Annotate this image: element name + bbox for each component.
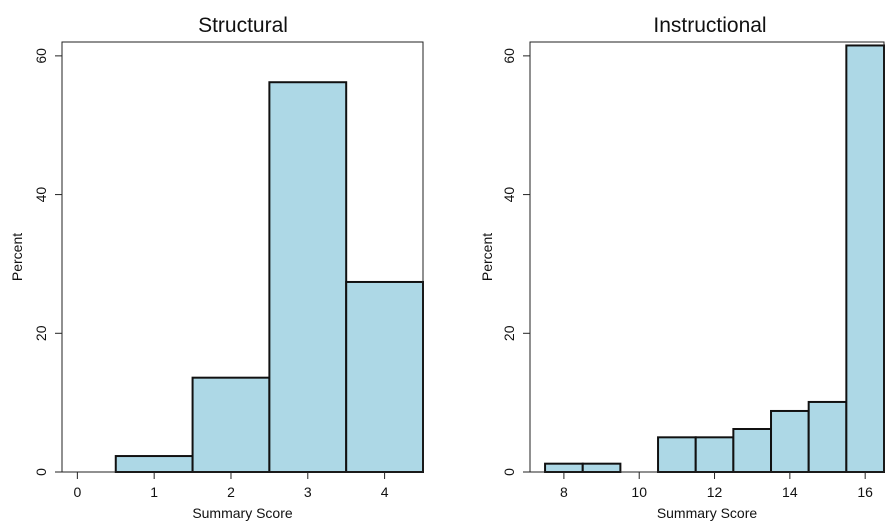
chart-title-1: Instructional — [653, 14, 766, 37]
x-tick-label-0-2: 2 — [227, 484, 235, 500]
bar-1-4 — [732, 428, 773, 473]
y-axis-title-0: Percent — [9, 233, 25, 281]
bar-0-0 — [114, 455, 194, 474]
y-tick-label-0-3: 60 — [33, 48, 49, 64]
bar-0-1 — [191, 376, 271, 474]
panel-1: 8 10 12 14 16 0 20 40 60 Instructional Summary Sco… — [479, 14, 886, 521]
x-tick-label-1-3: 14 — [782, 484, 798, 500]
x-tick-label-0-3: 3 — [304, 484, 312, 500]
x-tick-label-1-2: 12 — [707, 484, 723, 500]
x-axis-title-1: Summary Score — [657, 505, 758, 521]
bar-1-1 — [581, 462, 622, 474]
bar-1-3 — [694, 436, 735, 473]
y-tick-label-1-3: 60 — [501, 48, 517, 64]
chart-title-0: Structural — [198, 14, 288, 37]
x-tick-label-1-4: 16 — [857, 484, 873, 500]
bar-0-3 — [345, 280, 425, 473]
x-tick-label-1-1: 10 — [631, 484, 647, 500]
plot-frame-0 — [61, 41, 424, 473]
y-tick-label-1-2: 40 — [501, 187, 517, 203]
y-tick-label-0-0: 0 — [33, 468, 49, 476]
plot-frame-1 — [529, 41, 885, 473]
bar-1-7 — [845, 44, 886, 473]
bar-1-0 — [544, 462, 584, 474]
bar-0-2 — [268, 81, 348, 474]
bar-1-5 — [770, 409, 810, 473]
y-tick-label-1-1: 20 — [501, 325, 517, 341]
x-tick-label-0-0: 0 — [73, 484, 81, 500]
bar-1-2 — [657, 436, 697, 473]
y-tick-label-0-2: 40 — [33, 187, 49, 203]
x-axis-title-0: Summary Score — [192, 505, 293, 521]
bar-1-6 — [807, 400, 848, 473]
y-axis-title-1: Percent — [479, 233, 495, 281]
y-tick-label-0-1: 20 — [33, 325, 49, 341]
x-tick-label-0-1: 1 — [150, 484, 158, 500]
x-tick-label-0-4: 4 — [381, 484, 389, 500]
y-tick-label-1-0: 0 — [501, 468, 517, 476]
x-tick-label-1-0: 8 — [560, 484, 568, 500]
